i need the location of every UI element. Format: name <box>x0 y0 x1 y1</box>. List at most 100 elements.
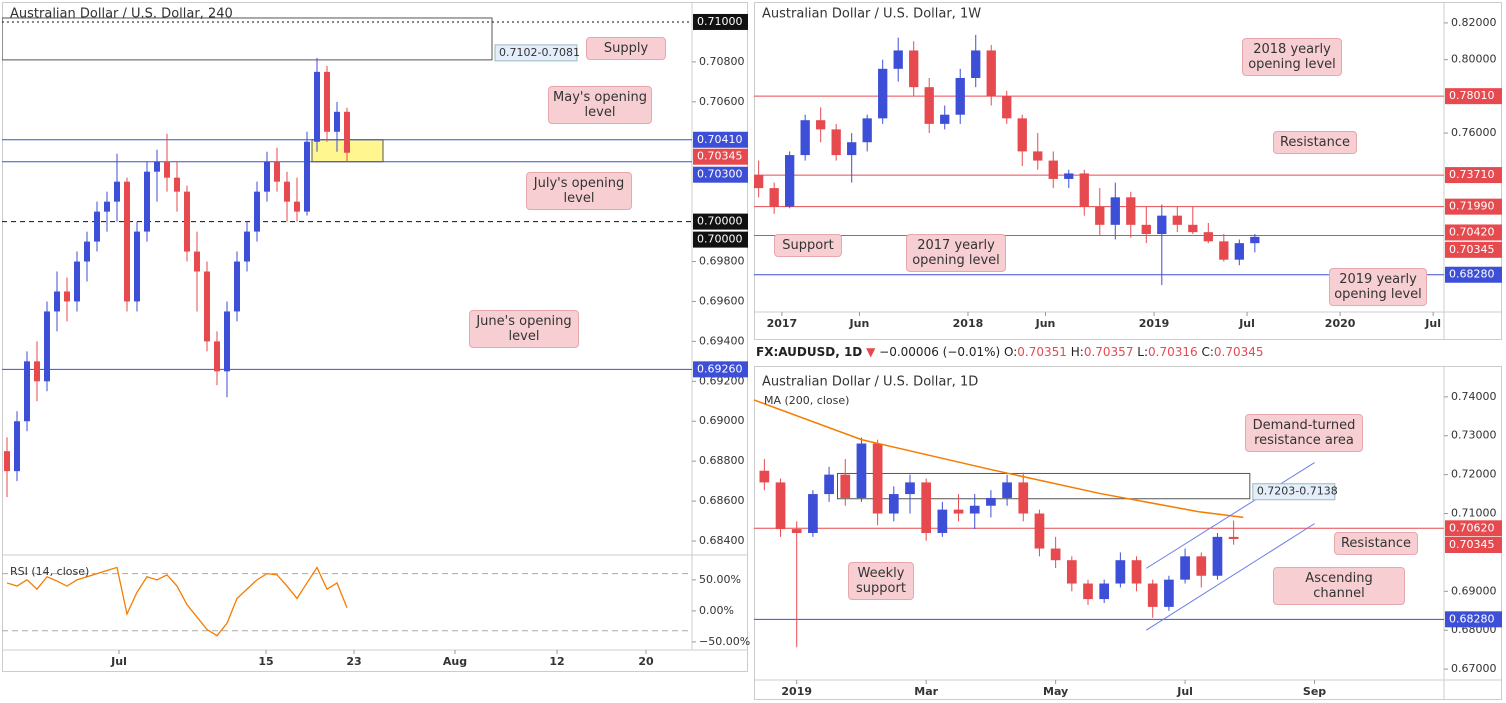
candle-body <box>924 87 934 124</box>
candle-body <box>344 111 350 153</box>
plot <box>754 399 1444 648</box>
x-tick-label: Jul <box>1176 685 1193 698</box>
x-tick-label: 15 <box>258 655 273 668</box>
candle-body <box>204 271 210 342</box>
level-label-bg <box>1445 520 1502 537</box>
candle-body <box>94 211 100 242</box>
candle-body <box>937 509 948 533</box>
candle-body <box>184 191 190 252</box>
y-tick-label: 0.68600 <box>699 494 745 507</box>
y-tick-label: 0.80000 <box>1451 53 1497 66</box>
x-tick-label: 12 <box>549 655 564 668</box>
candle-body <box>54 291 60 312</box>
level-label: 0.71990 <box>1449 200 1495 213</box>
zone-label: 0.7102-0.7081 <box>499 46 580 59</box>
candle-body <box>1095 206 1105 225</box>
candle-body <box>1234 243 1244 260</box>
level-label-bg <box>693 231 748 248</box>
open: 0.70351 <box>1017 345 1067 359</box>
level-label: 0.70410 <box>697 133 743 146</box>
annotation: Demand-turned resistance area <box>1245 414 1363 452</box>
quote-line: FX:AUDUSD, 1D ▼ −0.00006 (−0.01%) O:0.70… <box>756 345 1264 359</box>
level-label: 0.70000 <box>697 233 743 246</box>
level-label-bg <box>1445 198 1502 215</box>
x-tick-label: 23 <box>346 655 361 668</box>
level-label-bg <box>1445 266 1502 283</box>
candle-body <box>114 181 120 202</box>
candle-body <box>808 494 818 533</box>
y-tick-label: 0.74000 <box>1451 390 1497 403</box>
annotation: May's opening level <box>548 86 652 124</box>
candle-body <box>84 241 90 262</box>
zone-label-bg <box>1252 483 1336 501</box>
candle-body <box>154 161 160 172</box>
rsi-line <box>6 566 348 637</box>
x-tick-label: Aug <box>443 655 467 668</box>
candle-body <box>1066 560 1077 584</box>
candle-body <box>124 181 130 302</box>
candle-body <box>294 201 300 212</box>
candle-body <box>254 191 260 232</box>
candle-body <box>1131 560 1142 584</box>
candle-body <box>921 482 932 533</box>
x-tick-label: 20 <box>638 655 654 668</box>
y-tick-label: 0.82000 <box>1451 16 1497 29</box>
candle-body <box>888 494 899 514</box>
candle-body <box>44 311 50 382</box>
candle-body <box>824 474 834 495</box>
open-label: O: <box>1004 345 1018 359</box>
candle-body <box>164 161 170 178</box>
candle-body <box>969 505 980 514</box>
candle-body <box>831 129 841 156</box>
y-tick-label: 0.76000 <box>1451 126 1497 139</box>
level-label: 0.71000 <box>697 15 743 28</box>
candle-body <box>1018 482 1029 514</box>
level-label: 0.68280 <box>1449 612 1495 625</box>
candle-body <box>986 497 996 506</box>
candle-body <box>1228 536 1239 540</box>
level-label: 0.68280 <box>1449 268 1495 281</box>
candle-body <box>1188 224 1198 233</box>
ma-legend: MA (200, close) <box>764 394 849 407</box>
level-label-bg <box>1445 167 1502 184</box>
candle-body <box>759 470 770 483</box>
candle-body <box>4 451 10 472</box>
annotation: Weekly support <box>848 562 914 600</box>
candle-body <box>909 50 919 88</box>
candle-body <box>862 118 872 143</box>
candle-body <box>785 155 795 207</box>
candle-body <box>816 120 826 130</box>
candle-body <box>194 251 200 272</box>
candle-body <box>1033 151 1043 161</box>
candle-body <box>955 77 965 115</box>
level-label-bg <box>693 131 748 148</box>
candle-body <box>791 529 802 533</box>
candle-body <box>1219 241 1229 260</box>
candle-body <box>905 482 915 495</box>
annotation: Supply <box>586 37 666 60</box>
x-tick-label: Jul <box>110 655 127 668</box>
annotation: 2018 yearly opening level <box>1242 38 1342 76</box>
plot <box>754 34 1444 286</box>
annotation: Resistance <box>1334 532 1418 555</box>
zone-label: 0.7203-0.7138 <box>1257 485 1338 498</box>
y-tick-label: 50.00% <box>699 573 741 586</box>
chart-title: Australian Dollar / U.S. Dollar, 240 <box>10 7 233 22</box>
ma-line <box>754 399 1244 519</box>
level-label-bg <box>693 361 748 378</box>
candle-body <box>174 177 180 192</box>
y-tick-label: 0.69000 <box>1451 584 1497 597</box>
candle-body <box>274 161 280 182</box>
y-tick-label: 0.69600 <box>699 294 745 307</box>
chart-title: Australian Dollar / U.S. Dollar, 1D <box>762 375 978 390</box>
y-tick-label: 0.68800 <box>699 454 745 467</box>
zone <box>836 472 1251 500</box>
candle-body <box>264 161 270 192</box>
plot <box>2 17 692 498</box>
zone <box>2 17 493 61</box>
level-label-bg <box>693 148 748 165</box>
level-label: 0.69260 <box>697 362 743 375</box>
level-label: 0.78010 <box>1449 89 1495 102</box>
y-tick-label: 0.72000 <box>1451 468 1497 481</box>
